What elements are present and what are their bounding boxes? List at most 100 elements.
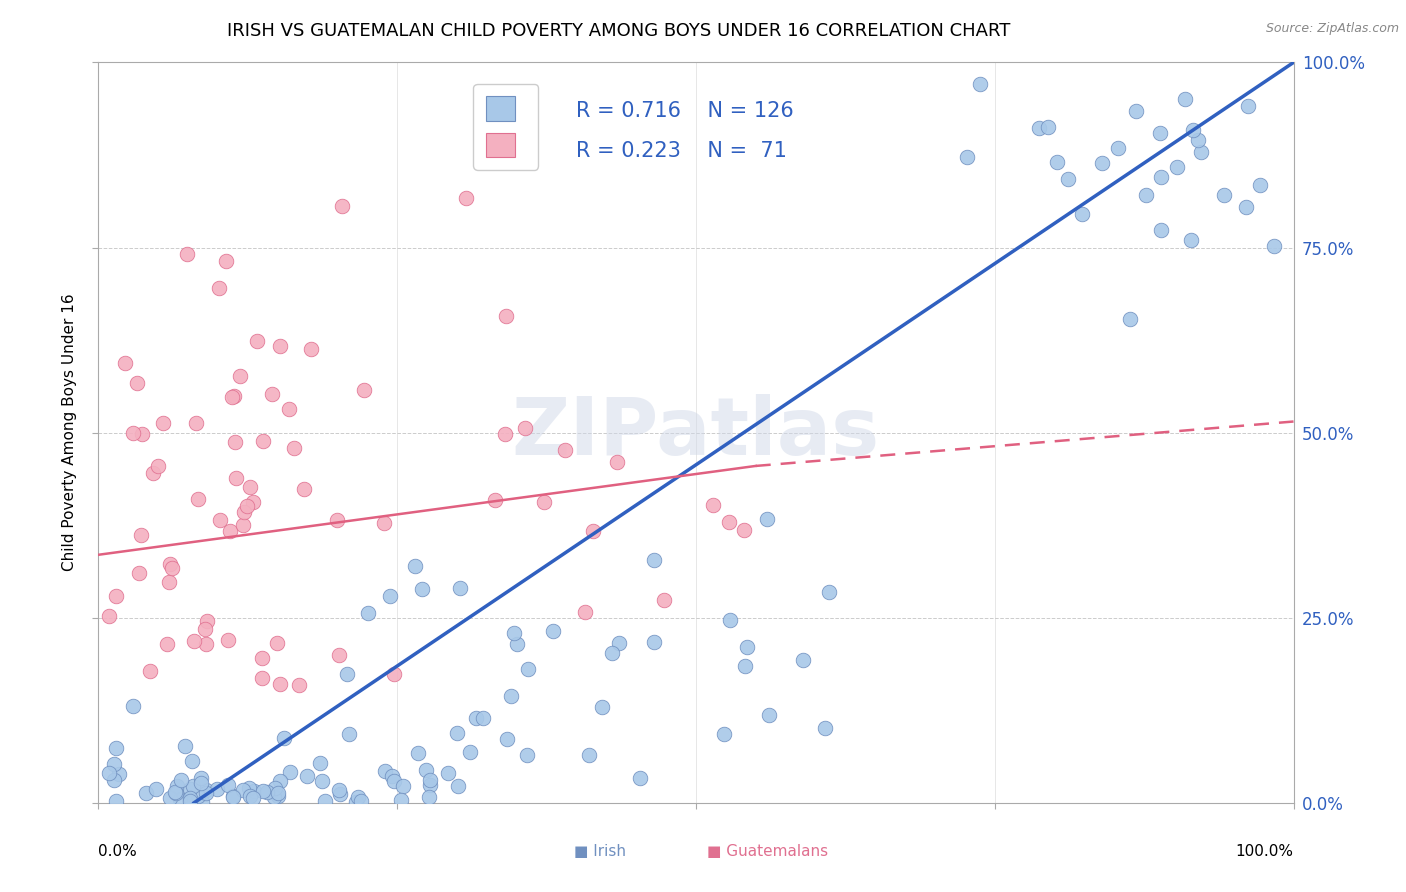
Point (170, 773, 193, 788)
Point (252, 434, 274, 448)
Point (1046, 155, 1069, 169)
Point (163, 785, 186, 799)
Point (382, 667, 405, 681)
Point (446, 725, 468, 739)
Point (382, 774, 405, 789)
Point (406, 746, 429, 760)
Point (574, 605, 596, 619)
Point (208, 280, 231, 294)
Point (735, 640, 758, 654)
Point (449, 582, 471, 596)
Text: ■ Irish: ■ Irish (575, 844, 626, 858)
Point (311, 774, 333, 789)
Text: 100.0%: 100.0% (1236, 844, 1294, 858)
Point (195, 786, 218, 800)
Point (1237, 99, 1260, 113)
Point (471, 711, 494, 725)
Point (105, 589, 128, 603)
Point (142, 466, 165, 480)
Point (415, 763, 437, 777)
Point (125, 376, 148, 390)
Point (103, 772, 125, 787)
Text: ZIPatlas: ZIPatlas (512, 393, 880, 472)
Point (214, 254, 236, 268)
Point (513, 420, 536, 434)
Point (229, 369, 252, 384)
Point (221, 390, 243, 404)
Point (1187, 133, 1209, 147)
Point (1180, 233, 1202, 247)
Point (643, 635, 665, 649)
Point (135, 786, 157, 800)
Point (278, 765, 301, 780)
Point (232, 783, 254, 797)
Point (239, 789, 262, 803)
Point (419, 773, 441, 788)
Text: R = 0.716    N = 126: R = 0.716 N = 126 (576, 101, 793, 120)
Point (373, 516, 395, 531)
Point (606, 455, 628, 469)
Point (121, 699, 143, 714)
Point (326, 513, 349, 527)
Point (208, 513, 231, 527)
Point (263, 780, 285, 795)
Point (183, 634, 205, 648)
Point (238, 780, 260, 795)
Text: 0.0%: 0.0% (98, 844, 138, 858)
Point (517, 662, 540, 676)
Point (159, 791, 181, 805)
Point (353, 383, 375, 397)
Point (269, 773, 291, 788)
Point (252, 784, 274, 798)
Point (256, 785, 278, 799)
Point (357, 606, 380, 620)
Text: Source: ZipAtlas.com: Source: ZipAtlas.com (1265, 22, 1399, 36)
Point (378, 589, 401, 603)
Point (411, 582, 433, 596)
Point (817, 585, 839, 599)
Legend: , : , (474, 84, 538, 169)
Point (146, 458, 169, 473)
Point (232, 517, 254, 532)
Point (506, 637, 529, 651)
Point (600, 646, 623, 660)
Point (299, 342, 322, 356)
Point (628, 771, 651, 785)
Point (328, 648, 350, 662)
Point (239, 480, 262, 494)
Point (389, 793, 412, 807)
Point (702, 498, 724, 512)
Point (516, 747, 538, 762)
Point (446, 779, 468, 793)
Point (187, 491, 209, 506)
Point (269, 676, 291, 690)
Point (502, 625, 524, 640)
Point (419, 778, 441, 792)
Text: R = 0.223    N =  71: R = 0.223 N = 71 (576, 141, 787, 161)
Point (217, 632, 239, 647)
Point (337, 726, 360, 740)
Point (129, 528, 152, 542)
Text: IRISH VS GUATEMALAN CHILD POVERTY AMONG BOYS UNDER 16 CORRELATION CHART: IRISH VS GUATEMALAN CHILD POVERTY AMONG … (226, 22, 1011, 40)
Point (219, 524, 242, 538)
Point (269, 339, 291, 353)
Point (242, 495, 264, 509)
Point (114, 356, 136, 370)
Point (139, 665, 162, 679)
Y-axis label: Child Poverty Among Boys Under 16: Child Poverty Among Boys Under 16 (62, 293, 77, 572)
Point (1135, 187, 1157, 202)
Point (654, 593, 676, 607)
Point (1249, 178, 1271, 193)
Point (1189, 145, 1212, 160)
Point (314, 794, 336, 808)
Point (98, 766, 121, 780)
Point (499, 689, 522, 703)
Point (329, 787, 352, 801)
Point (169, 791, 191, 805)
Point (194, 783, 217, 797)
Point (1070, 206, 1092, 220)
Point (1181, 123, 1204, 137)
Point (1149, 223, 1171, 237)
Point (108, 766, 131, 780)
Point (187, 789, 209, 803)
